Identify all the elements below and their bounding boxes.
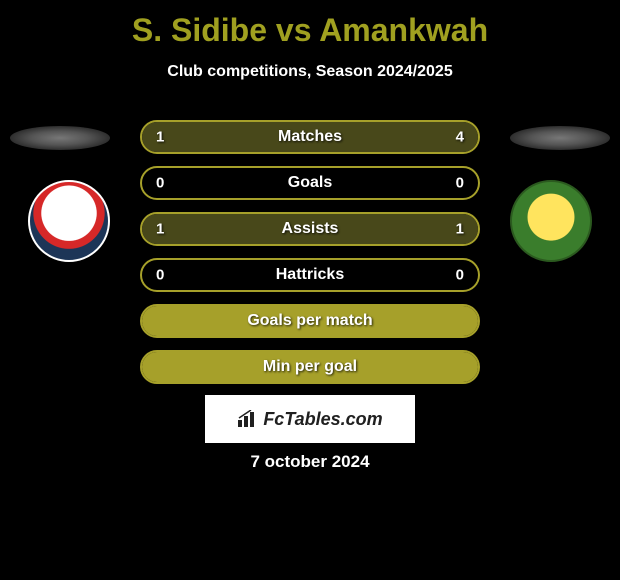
team-crest-left [28, 180, 110, 262]
snapshot-date: 7 october 2024 [0, 452, 620, 472]
stat-value-right: 4 [456, 129, 464, 146]
stat-label: Min per goal [142, 358, 478, 376]
stat-bar: 1Assists1 [140, 212, 480, 246]
player-shadow-right [510, 126, 610, 150]
comparison-title: S. Sidibe vs Amankwah [0, 0, 620, 49]
stat-label: Goals per match [142, 312, 478, 330]
stats-bars: 1Matches40Goals01Assists10Hattricks0Goal… [140, 120, 480, 396]
brand-chart-icon [237, 410, 259, 428]
team-crest-right [510, 180, 592, 262]
stat-label: Hattricks [142, 266, 478, 284]
stat-label: Matches [142, 128, 478, 146]
stat-label: Goals [142, 174, 478, 192]
stat-bar: Goals per match [140, 304, 480, 338]
stat-label: Assists [142, 220, 478, 238]
brand-text: FcTables.com [263, 409, 382, 430]
brand-box[interactable]: FcTables.com [205, 395, 415, 443]
stat-value-right: 1 [456, 221, 464, 238]
stat-value-right: 0 [456, 175, 464, 192]
comparison-subtitle: Club competitions, Season 2024/2025 [0, 63, 620, 81]
player-shadow-left [10, 126, 110, 150]
stat-bar: 0Goals0 [140, 166, 480, 200]
stat-bar: 1Matches4 [140, 120, 480, 154]
stat-bar: Min per goal [140, 350, 480, 384]
stat-bar: 0Hattricks0 [140, 258, 480, 292]
stat-value-right: 0 [456, 267, 464, 284]
